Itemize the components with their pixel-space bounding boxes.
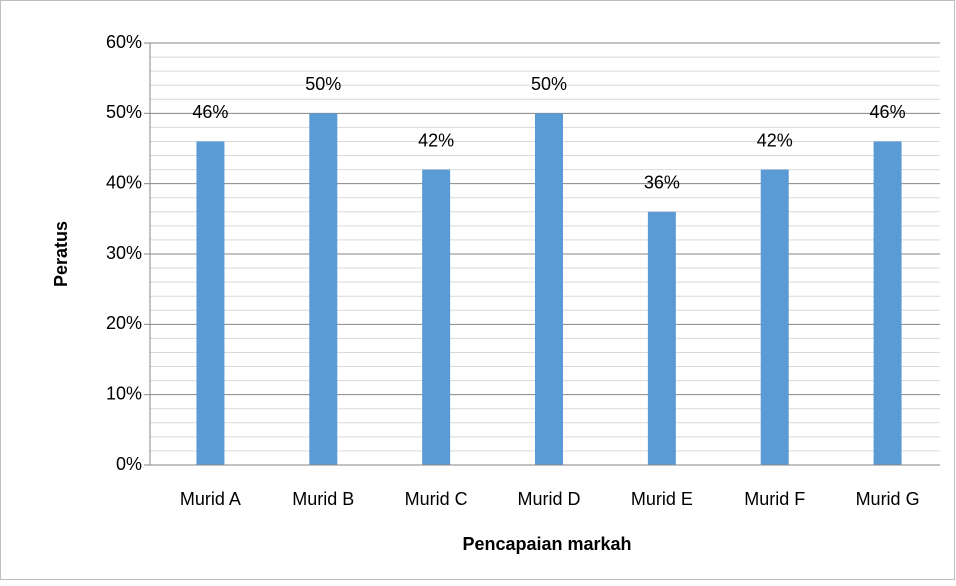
x-tick-label: Murid C bbox=[405, 489, 468, 509]
y-tick-label: 50% bbox=[106, 102, 142, 122]
x-tick-label: Murid F bbox=[744, 489, 805, 509]
bar bbox=[760, 169, 789, 465]
x-tick-label: Murid G bbox=[856, 489, 920, 509]
x-tick-label: Murid D bbox=[517, 489, 580, 509]
x-tick-label: Murid E bbox=[631, 489, 693, 509]
y-tick-label: 0% bbox=[116, 454, 142, 474]
y-tick-label: 10% bbox=[106, 383, 142, 403]
bar bbox=[196, 141, 225, 465]
data-label: 46% bbox=[870, 102, 906, 122]
data-label: 42% bbox=[757, 130, 793, 150]
y-tick-label: 40% bbox=[106, 172, 142, 192]
data-label: 46% bbox=[192, 102, 228, 122]
bar bbox=[309, 113, 338, 465]
data-label: 50% bbox=[531, 74, 567, 94]
data-label: 36% bbox=[644, 173, 680, 193]
bar bbox=[647, 211, 676, 465]
y-axis-title: Peratus bbox=[51, 221, 71, 287]
y-tick-label: 20% bbox=[106, 313, 142, 333]
bar bbox=[873, 141, 902, 465]
bar bbox=[535, 113, 563, 465]
data-label: 50% bbox=[305, 74, 341, 94]
y-tick-label: 60% bbox=[106, 32, 142, 52]
x-tick-label: Murid A bbox=[180, 489, 241, 509]
bar bbox=[422, 169, 451, 465]
x-tick-label: Murid B bbox=[292, 489, 354, 509]
data-label: 42% bbox=[418, 130, 454, 150]
x-axis-title: Pencapaian markah bbox=[462, 534, 631, 554]
y-tick-label: 30% bbox=[106, 243, 142, 263]
